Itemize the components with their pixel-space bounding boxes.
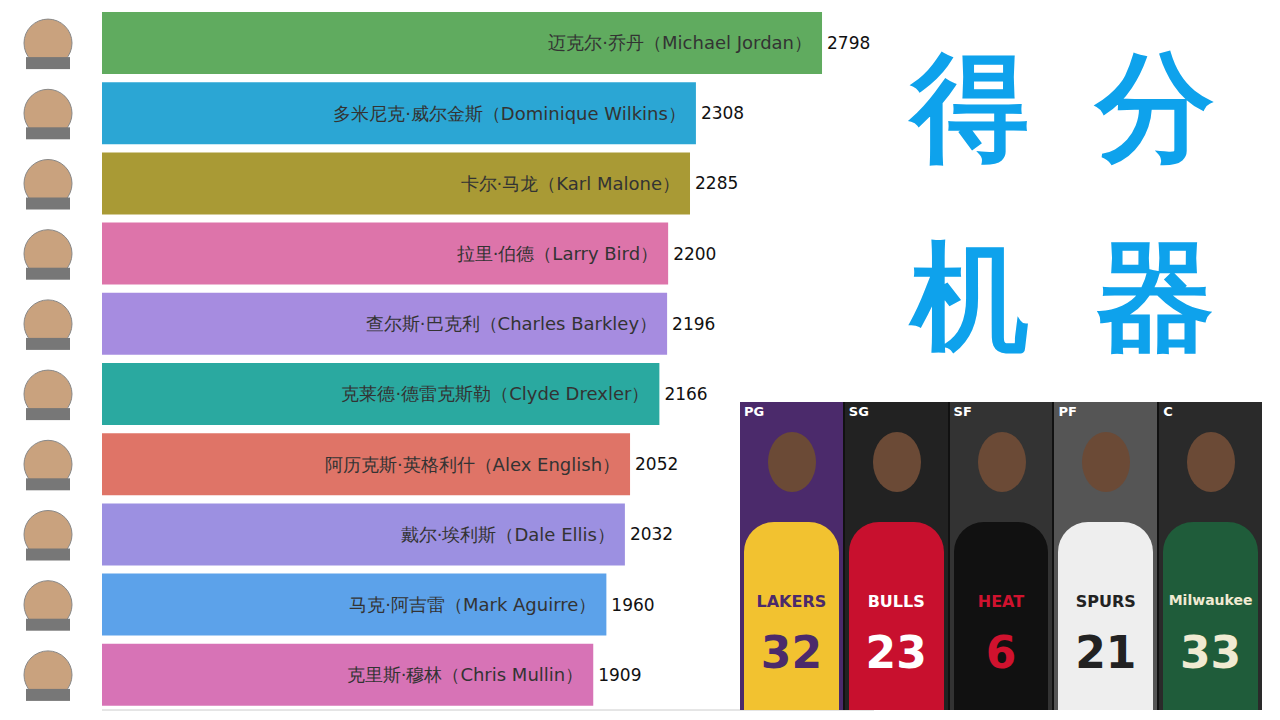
html-text:LAKERS: LAKERS: [756, 592, 827, 611]
html-text:器: 器: [1096, 228, 1214, 366]
html-text:PG: PG: [744, 404, 765, 419]
svg-text:阿历克斯·英格利什（Alex English）: 阿历克斯·英格利什（Alex English）: [325, 454, 620, 475]
html-text:21: 21: [1075, 627, 1137, 678]
svg-text:克莱德·德雷克斯勒（Clyde Drexler）: 克莱德·德雷克斯勒（Clyde Drexler）: [341, 383, 649, 404]
svg-text:马克·阿吉雷（Mark Aguirre）: 马克·阿吉雷（Mark Aguirre）: [349, 594, 596, 615]
html-text:HEAT: HEAT: [977, 592, 1025, 611]
svg-text:拉里·伯德（Larry Bird）: 拉里·伯德（Larry Bird）: [457, 243, 659, 264]
svg-text:2032: 2032: [630, 524, 673, 544]
html-text:得: 得: [911, 38, 1029, 176]
svg-text:1960: 1960: [611, 595, 654, 615]
svg-text:1909: 1909: [598, 665, 641, 685]
svg-text:克里斯·穆林（Chris Mullin）: 克里斯·穆林（Chris Mullin）: [347, 664, 584, 685]
svg-text:卡尔·马龙（Karl Malone）: 卡尔·马龙（Karl Malone）: [461, 173, 680, 194]
svg-text:2308: 2308: [701, 103, 744, 123]
svg-text:2196: 2196: [672, 314, 715, 334]
html-text:SG: SG: [848, 404, 869, 419]
svg-text:戴尔·埃利斯（Dale Ellis）: 戴尔·埃利斯（Dale Ellis）: [401, 524, 615, 545]
svg-text:2052: 2052: [635, 454, 678, 474]
html-text:SF: SF: [953, 404, 972, 419]
svg-text:迈克尔·乔丹（Michael Jordan）: 迈克尔·乔丹（Michael Jordan）: [548, 32, 812, 53]
html-text:BULLS: BULLS: [867, 592, 925, 611]
html-text:机: 机: [911, 228, 1029, 366]
svg-text:多米尼克·威尔金斯（Dominique Wilkins）: 多米尼克·威尔金斯（Dominique Wilkins）: [333, 103, 686, 124]
svg-text:查尔斯·巴克利（Charles Barkley）: 查尔斯·巴克利（Charles Barkley）: [366, 313, 657, 334]
html-text:23: 23: [865, 627, 927, 678]
html-text:6: 6: [985, 627, 1017, 678]
html-text:32: 32: [760, 627, 822, 678]
html-text:SPURS: SPURS: [1075, 592, 1136, 611]
svg-text:2798: 2798: [827, 33, 870, 53]
html-text:Milwaukee: Milwaukee: [1168, 592, 1253, 608]
svg-text:2166: 2166: [664, 384, 707, 404]
svg-text:2200: 2200: [673, 244, 716, 264]
html-text:33: 33: [1180, 627, 1242, 678]
html-text:PF: PF: [1058, 404, 1077, 419]
svg-text:2285: 2285: [695, 173, 738, 193]
html-text:分: 分: [1096, 38, 1214, 176]
html-text:C: C: [1163, 404, 1173, 419]
